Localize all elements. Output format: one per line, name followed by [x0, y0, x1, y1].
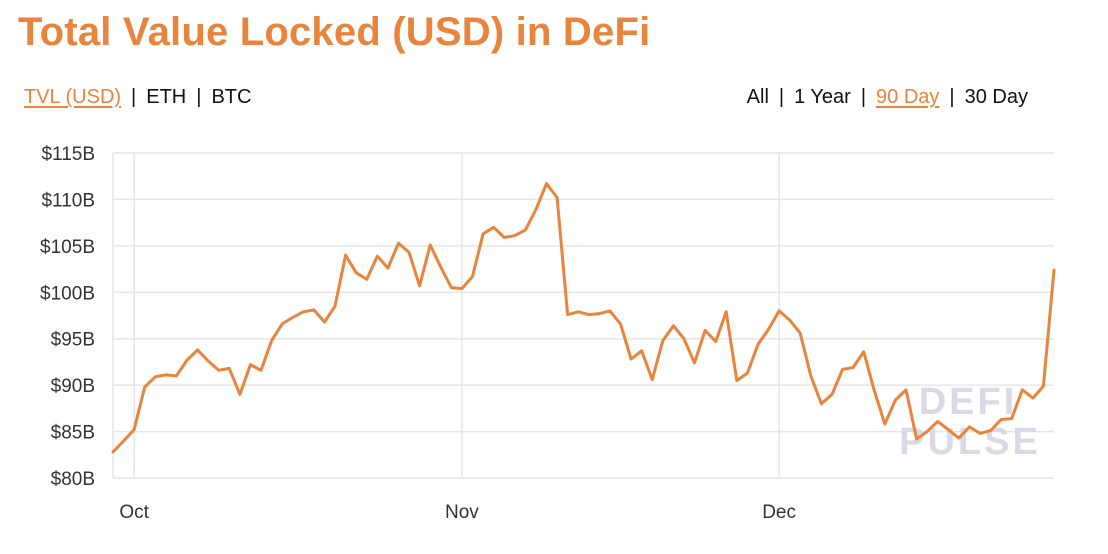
- range-selector: All | 1 Year | 90 Day | 30 Day: [747, 86, 1028, 109]
- metric-option-eth[interactable]: ETH: [146, 86, 187, 108]
- x-tick-label: Nov: [445, 502, 479, 523]
- watermark-line1: DEFI: [919, 381, 1018, 423]
- y-tick-label: $95B: [51, 330, 95, 351]
- range-option-1-year[interactable]: 1 Year: [794, 86, 851, 108]
- y-tick-label: $105B: [40, 237, 95, 258]
- range-option-all[interactable]: All: [746, 86, 769, 108]
- series-line-tvl: [111, 182, 1056, 454]
- x-tick-label: Oct: [119, 502, 149, 523]
- metric-option-btc[interactable]: BTC: [211, 86, 252, 108]
- separator: |: [949, 86, 955, 108]
- metric-selector: TVL (USD) | ETH | BTC: [24, 86, 251, 109]
- separator: |: [778, 86, 785, 108]
- range-option-90-day[interactable]: 90 Day: [876, 86, 940, 108]
- y-tick-label: $115B: [41, 144, 95, 165]
- separator: |: [860, 86, 867, 108]
- series-layer: [111, 182, 1056, 454]
- y-tick-label: $90B: [51, 376, 95, 397]
- chart-grid: [112, 152, 1054, 479]
- separator: |: [131, 86, 137, 108]
- metric-option-tvl-usd[interactable]: TVL (USD): [24, 86, 122, 108]
- y-tick-label: $80B: [51, 469, 95, 490]
- x-tick-label: Dec: [762, 502, 796, 523]
- separator: |: [196, 86, 202, 108]
- y-tick-label: $110B: [41, 190, 95, 211]
- range-option-30-day[interactable]: 30 Day: [964, 86, 1028, 108]
- y-tick-label: $85B: [51, 423, 95, 444]
- page-title: Total Value Locked (USD) in DeFi: [18, 10, 651, 54]
- axis-labels: $80B $85B $90B $95B $100B $105B $110B $115B Oct N…: [40, 144, 796, 523]
- y-tick-label: $100B: [40, 283, 95, 304]
